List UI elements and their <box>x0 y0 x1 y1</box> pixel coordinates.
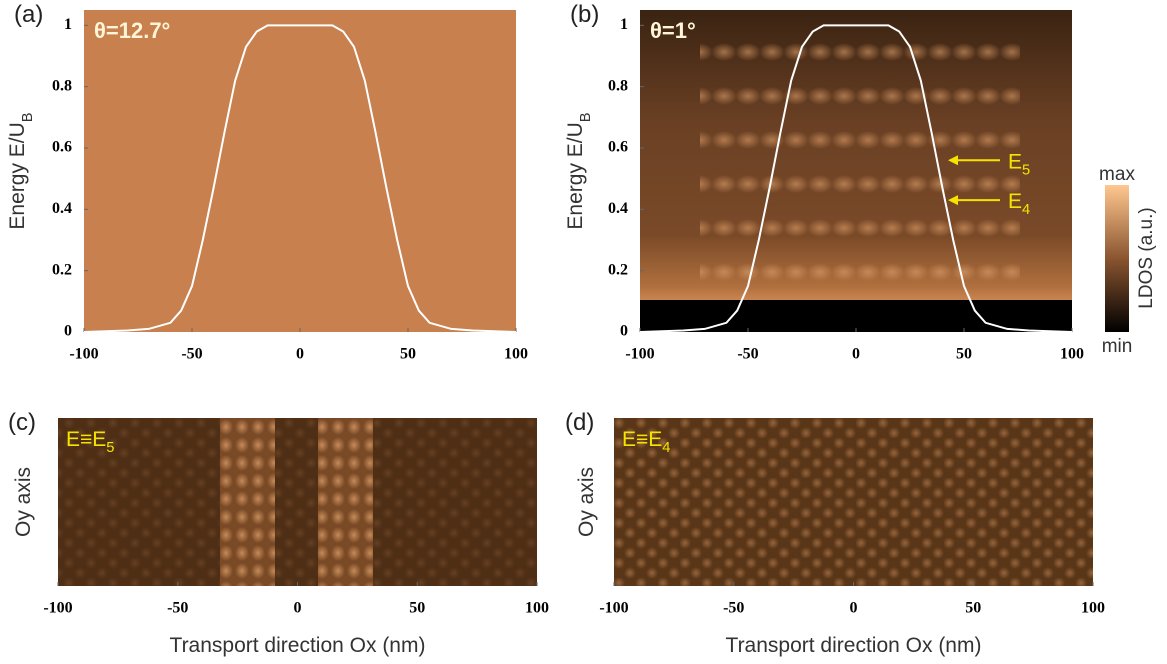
panel-label: (b) <box>570 1 599 28</box>
x-axis-label: Transport direction Ox (nm) <box>726 634 982 657</box>
y-axis-label-main: Energy E/U <box>6 122 29 229</box>
panel-title: E≡E4 <box>622 428 670 456</box>
colorbar <box>1105 185 1129 332</box>
y-tick-label: 0.6 <box>52 139 72 156</box>
x-tick-label: 50 <box>400 346 416 363</box>
heat-d <box>614 418 1093 586</box>
y-tick-label: 0.2 <box>608 261 628 278</box>
x-tick-label: -50 <box>737 346 758 363</box>
panel-title: E≡E5 <box>66 428 114 456</box>
y-tick-label: 1 <box>620 16 628 33</box>
annotation: E5 <box>1008 150 1030 178</box>
x-axis-label: Transport direction Ox (nm) <box>170 634 426 657</box>
panel-title-sub: 4 <box>662 440 670 456</box>
panel-label: (d) <box>565 409 594 436</box>
y-tick-label: 0 <box>64 323 72 340</box>
y-axis-label: Energy E/UB <box>6 112 36 229</box>
annotation-sub: 4 <box>1022 202 1030 218</box>
y-axis-label-main: Energy E/U <box>564 122 587 229</box>
y-tick-label: 0.6 <box>608 139 628 156</box>
y-tick-label: 0.4 <box>608 200 628 217</box>
x-tick-label: -50 <box>723 600 744 617</box>
x-tick-label: 0 <box>850 600 858 617</box>
x-tick-label: 0 <box>294 600 302 617</box>
colorbar-label: LDOS (a.u.) <box>1136 207 1157 308</box>
y-tick-label: 1 <box>64 16 72 33</box>
panel-title-main: E≡E <box>622 428 662 451</box>
x-tick-label: 50 <box>956 346 972 363</box>
x-tick-label: 100 <box>504 346 528 363</box>
annotation-main: E <box>1008 190 1022 213</box>
x-tick-label: -100 <box>599 600 628 617</box>
y-axis-label-sub: B <box>578 112 594 122</box>
annotation-arrowhead <box>948 155 958 166</box>
y-tick-label: 0.2 <box>52 261 72 278</box>
y-tick-label: 0.8 <box>52 77 72 94</box>
panel-title: θ=12.7° <box>94 18 170 43</box>
colorbar-max: max <box>1099 164 1135 185</box>
x-tick-label: 100 <box>525 600 549 617</box>
colorbar-min: min <box>1102 336 1133 357</box>
panel-title: θ=1° <box>650 18 696 43</box>
x-tick-label: 50 <box>965 600 981 617</box>
x-tick-label: -100 <box>69 346 98 363</box>
y-axis-label: Oy axis <box>575 467 598 537</box>
annotation-main: E <box>1008 150 1022 173</box>
x-tick-label: 100 <box>1060 346 1084 363</box>
y-axis-label: Energy E/UB <box>564 112 594 229</box>
y-axis-label-sub: B <box>20 112 36 122</box>
annotation-sub: 5 <box>1022 162 1030 178</box>
panel-title-main: E≡E <box>66 428 106 451</box>
annotation: E4 <box>1008 190 1030 218</box>
potential-line <box>83 24 517 333</box>
x-tick-label: -100 <box>43 600 72 617</box>
y-axis-label: Oy axis <box>12 467 35 537</box>
heat-b <box>640 10 1072 332</box>
panel-label: (a) <box>14 1 43 28</box>
x-tick-label: 100 <box>1081 600 1105 617</box>
heat-a <box>84 10 516 332</box>
panel-label: (c) <box>8 409 36 436</box>
x-tick-label: 0 <box>296 346 304 363</box>
x-tick-label: 50 <box>409 600 425 617</box>
x-tick-label: -100 <box>625 346 654 363</box>
x-tick-label: -50 <box>181 346 202 363</box>
panel-title-sub: 5 <box>106 440 114 456</box>
x-tick-label: -50 <box>167 600 188 617</box>
y-tick-label: 0 <box>620 323 628 340</box>
x-tick-label: 0 <box>852 346 860 363</box>
heat-c <box>58 418 537 586</box>
y-tick-label: 0.4 <box>52 200 72 217</box>
y-tick-label: 0.8 <box>608 77 628 94</box>
annotation-arrowhead <box>948 195 958 206</box>
potential-line <box>639 24 1073 333</box>
